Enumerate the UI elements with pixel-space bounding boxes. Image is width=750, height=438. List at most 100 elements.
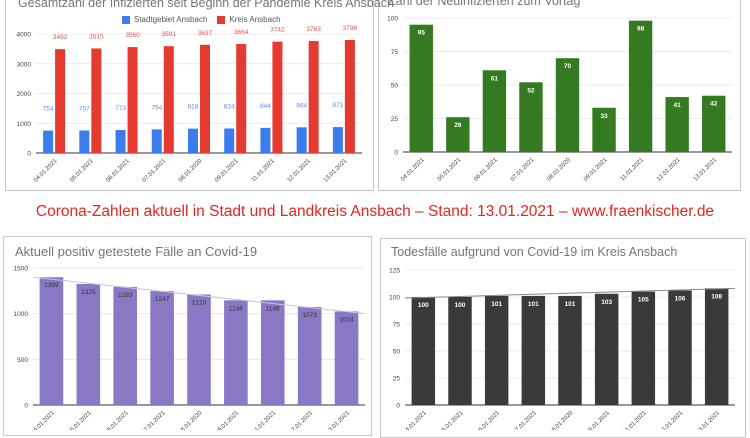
x-tick-label: 05.01.2021 [439,410,465,430]
bar [521,295,546,405]
data-label: 100 [455,302,466,309]
data-label: 1210 [192,299,207,306]
data-label: 864 [296,102,307,109]
x-tick-label: 06.01.2021 [104,410,130,430]
bar [55,49,66,153]
x-tick-label: 05.01.2021 [437,157,463,183]
data-label: 818 [188,104,199,111]
y-tick-label: 1000 [14,311,29,318]
chart-title-total-infected: Gesamtzahl der Infizierten seit Beginn d… [18,0,394,10]
x-tick-label: 07.01.2021 [512,410,538,430]
data-label: 103 [601,299,612,306]
y-tick-label: 50 [393,349,401,356]
data-label: 3763 [306,26,321,33]
x-tick-label: 12.01.2021 [659,410,685,430]
x-tick-label: 04.01.2021 [30,410,56,430]
x-tick-label: 04.01.2021 [33,158,59,184]
data-label: 757 [79,105,90,112]
bar [308,41,319,153]
y-tick-label: 75 [391,49,399,56]
bar [297,306,322,405]
bar [334,311,359,405]
bar [163,46,174,153]
bar [411,297,436,405]
bar [482,70,507,152]
x-tick-label: 08.01.2020 [546,157,572,183]
x-tick-label: 08.01.2020 [549,410,575,430]
bar [43,130,54,153]
y-tick-label: 125 [389,268,400,275]
data-label: 106 [675,296,686,303]
bar [224,300,248,405]
bar [150,291,174,405]
data-label: 70 [564,63,572,70]
bar [592,107,616,152]
bar [296,127,307,153]
x-tick-label: 04.01.2021 [400,157,426,183]
data-label: 101 [565,301,576,308]
bar [519,82,543,152]
bar [484,295,509,405]
x-tick-label: 06.01.2021 [473,157,499,183]
x-tick-label: 09.01.2021 [583,157,609,183]
y-tick-label: 75 [393,322,401,329]
x-tick-label: 13.01.2021 [696,410,722,430]
x-tick-label: 13.01.2021 [323,158,349,184]
y-tick-label: 50 [391,83,399,90]
y-tick-label: 1000 [17,121,32,128]
data-label: 95 [418,30,426,37]
x-tick-label: 08.01.2020 [178,158,204,184]
x-tick-label: 06.01.2021 [476,410,502,430]
data-label: 52 [527,87,535,94]
bar [224,128,235,153]
data-label: 1399 [44,282,59,289]
bar [668,290,692,405]
y-tick-label: 25 [391,116,399,123]
data-label: 794 [151,104,162,111]
bar [555,58,580,153]
y-tick-label: 2000 [17,91,32,98]
bar [200,44,210,153]
data-label: 1146 [229,305,243,312]
x-tick-label: 11.01.2021 [252,410,278,430]
data-label: 1146 [266,305,280,312]
y-tick-label: 100 [387,16,398,23]
headline: Corona-Zahlen aktuell in Stadt und Landk… [35,203,715,220]
data-label: 1293 [118,292,133,299]
data-label: 3515 [89,33,104,40]
data-label: 3560 [125,32,140,39]
data-label: 3798 [343,25,358,32]
bar [151,129,162,153]
x-tick-label: 08.01.2020 [178,410,204,430]
bar [115,130,126,153]
data-label: 3637 [198,30,213,37]
bar [558,295,582,405]
bar [332,127,343,153]
data-label: 108 [711,293,722,300]
y-tick-label: 100 [389,295,400,302]
data-label: 871 [332,102,343,109]
data-label: 61 [491,75,499,82]
data-label: 98 [637,26,645,33]
x-tick-label: 05.01.2021 [67,410,93,430]
chart-title-deaths: Todesfälle aufgrund von Covid-19 im Krei… [391,245,678,259]
x-tick-label: 11.01.2021 [251,158,277,184]
data-label: 1247 [155,296,170,303]
bar [344,40,355,153]
data-label: 100 [418,302,429,309]
x-tick-label: 12.01.2021 [656,157,682,183]
y-tick-label: 3000 [17,61,32,68]
data-label: 3664 [234,29,249,36]
legend-label: Stadtgebiet Ansbach [134,15,208,24]
bar [704,288,729,405]
bar [446,117,470,152]
bar [127,47,138,154]
data-label: 844 [260,103,271,110]
x-tick-label: 12.01.2021 [287,158,313,184]
y-tick-label: 4000 [17,32,32,39]
data-label: 33 [600,113,608,120]
bar [631,291,656,405]
bar [79,130,90,153]
x-tick-label: 07.01.2021 [142,158,168,184]
